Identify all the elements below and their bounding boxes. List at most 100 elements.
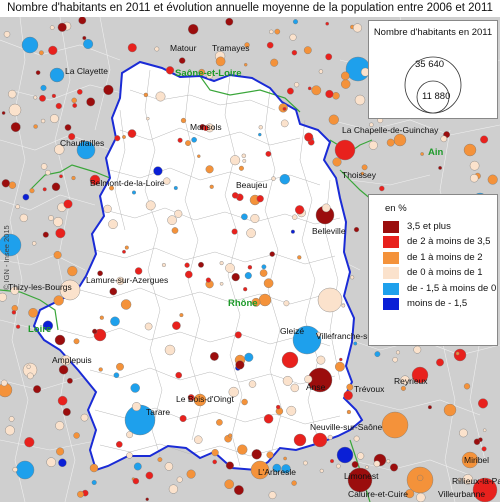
commune-circle (45, 169, 51, 176)
commune-circle (480, 135, 489, 144)
place-labels: Matour Tramayes La Clayette Monsols La Chape… (8, 43, 500, 499)
commune-circle (143, 92, 149, 98)
place-label: Belmont-de-la-Loire (90, 178, 165, 188)
commune-circle (472, 477, 498, 502)
commune-circle (167, 215, 177, 225)
commune-circle (440, 135, 448, 143)
commune-circle (174, 209, 183, 218)
commune-circle (274, 28, 281, 35)
commune-circle (350, 275, 355, 280)
commune-circle (271, 176, 276, 181)
place-label: Tarare (146, 407, 170, 417)
commune-circle (205, 165, 214, 174)
commune-circle (216, 419, 223, 426)
legend-label: de 0 à moins de 1 (407, 267, 483, 278)
commune-circle (312, 432, 328, 448)
commune-circle (164, 344, 176, 356)
commune-circle (247, 265, 253, 270)
legend-swatch (383, 298, 399, 310)
commune-circle (455, 351, 460, 356)
commune-circle (283, 300, 290, 307)
study-area (34, 62, 362, 470)
commune-circle (438, 165, 442, 170)
commune-circle (379, 185, 385, 192)
commune-circle (238, 165, 244, 171)
commune-circle (211, 449, 219, 457)
commune-circle (72, 103, 78, 108)
commune-circle (21, 36, 39, 54)
commune-circle (483, 428, 487, 432)
legend-label: 3,5 et plus (407, 221, 451, 232)
commune-circle (157, 457, 163, 462)
commune-circle (184, 270, 193, 279)
place-label: Thizy-les-Bourgs (8, 282, 72, 292)
commune-circle (427, 405, 432, 410)
commune-circle (443, 403, 457, 417)
commune-circle (244, 272, 252, 280)
commune-circle (145, 200, 156, 211)
commune-circle (40, 163, 48, 170)
commune-circle (316, 331, 321, 337)
place-label: Trévoux (354, 384, 385, 394)
place-label: Neuville-sur-Saône (310, 422, 383, 432)
commune-circle (233, 485, 244, 495)
legend-label: de - 1,5 à moins de 0 (407, 283, 497, 294)
commune-circle (390, 463, 399, 472)
commune-circle (0, 233, 22, 257)
commune-circle (54, 144, 65, 155)
place-label: Beaujeu (236, 180, 267, 190)
commune-circle (392, 357, 398, 363)
commune-boundaries-inside (59, 69, 346, 467)
commune-circle (235, 360, 245, 370)
commune-circle (131, 190, 136, 195)
commune-circle (462, 474, 473, 485)
commune-circle (55, 228, 66, 239)
commune-circle (219, 281, 224, 286)
place-label: Caluire-et-Cuire (348, 489, 408, 499)
commune-circle (291, 480, 297, 486)
commune-circle (134, 267, 143, 275)
commune-circle (80, 413, 89, 422)
commune-circle (113, 372, 120, 379)
commune-circle (77, 490, 84, 498)
commune-circle (164, 462, 174, 471)
commune-circle (317, 287, 343, 313)
region-label: Saône-et-Loire (175, 68, 242, 79)
commune-circle (293, 19, 299, 25)
commune-circle (269, 29, 274, 34)
commune-circle (318, 69, 324, 74)
commune-circle (283, 456, 287, 461)
commune-circle (11, 310, 17, 315)
commune-circle (172, 321, 181, 330)
commune-circle (198, 261, 204, 268)
size-legend: Nombre d'habitants en 2011 35 640 11 880 (368, 20, 498, 119)
commune-circle (64, 124, 72, 131)
commune-circle (381, 411, 409, 439)
commune-circle (400, 385, 406, 391)
commune-circle (10, 286, 19, 295)
commune-circle (97, 270, 103, 277)
commune-circle (243, 287, 248, 292)
commune-circle (251, 297, 261, 307)
commune-circle (228, 386, 239, 398)
commune-circle (92, 328, 98, 335)
commune-circle (67, 266, 78, 277)
commune-circle (146, 116, 150, 121)
commune-circle (58, 365, 69, 375)
commune-circle (153, 166, 163, 176)
commune-circle (230, 155, 241, 166)
commune-circle (127, 129, 137, 138)
commune-circle (73, 338, 80, 345)
commune-circle (336, 446, 354, 464)
commune-circle (205, 277, 212, 283)
legend-swatch (383, 283, 399, 295)
commune-circle (57, 22, 67, 32)
commune-circle (353, 435, 360, 442)
place-label: Anse (306, 382, 326, 392)
commune-circle (144, 322, 153, 331)
commune-circle (280, 119, 289, 128)
commune-circle (251, 449, 262, 460)
commune-circle (325, 53, 333, 61)
commune-circle (340, 71, 350, 81)
commune-circle (33, 385, 42, 394)
